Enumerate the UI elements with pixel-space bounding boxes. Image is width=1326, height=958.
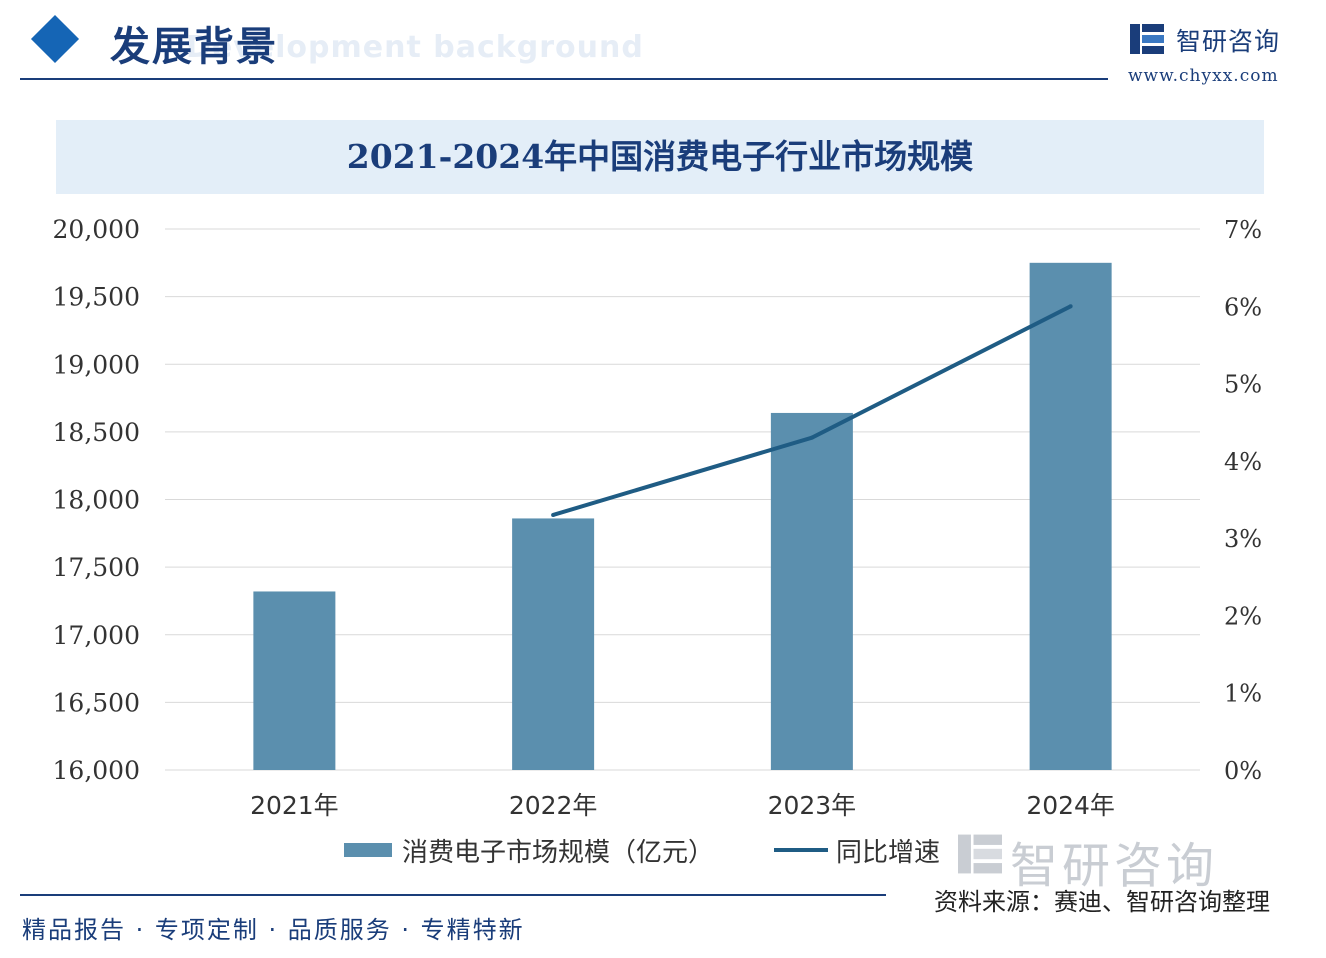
growth-point — [809, 435, 814, 440]
y-left-tick-label: 19,500 — [53, 283, 140, 312]
growth-point — [551, 512, 556, 517]
legend-line-label: 同比增速 — [836, 837, 941, 868]
y-right-tick-label: 5% — [1224, 371, 1262, 399]
logo-url: www.chyxx.com — [1128, 66, 1279, 86]
logo-text: 智研咨询 — [1176, 27, 1281, 56]
x-tick-label: 2024年 — [1026, 791, 1115, 820]
y-left-tick-label: 18,500 — [53, 418, 140, 447]
x-tick-label: 2021年 — [250, 791, 339, 820]
footer-divider — [20, 894, 886, 896]
y-right-tick-label: 1% — [1224, 680, 1262, 708]
y-right-tick-label: 4% — [1224, 448, 1262, 476]
y-right-tick-label: 2% — [1224, 602, 1262, 630]
legend-bar-swatch — [344, 843, 392, 857]
bar — [253, 591, 336, 770]
legend-bar-label: 消费电子市场规模（亿元） — [402, 837, 715, 868]
y-left-tick-label: 18,000 — [53, 486, 140, 515]
y-left-tick-label: 19,000 — [53, 350, 140, 379]
footer-slogan: 精品报告 · 专项定制 · 品质服务 · 专精特新 — [22, 916, 525, 944]
header-divider — [20, 78, 1108, 80]
y-left-tick-label: 17,000 — [53, 621, 140, 650]
y-left-tick-label: 16,000 — [53, 756, 140, 785]
y-right-tick-label: 7% — [1224, 216, 1262, 244]
watermark-brand: 智研咨询 — [1010, 838, 1219, 894]
y-left-tick-label: 20,000 — [53, 215, 140, 244]
header-subtitle: Development background — [186, 30, 644, 65]
y-right-tick-label: 6% — [1224, 293, 1262, 321]
growth-point — [1068, 304, 1073, 309]
y-left-tick-label: 17,500 — [53, 553, 140, 582]
header-title: 发展背景 — [110, 24, 278, 70]
y-right-tick-label: 0% — [1224, 757, 1262, 785]
source-note: 资料来源：赛迪、智研咨询整理 — [934, 888, 1270, 916]
chart-title-band — [56, 120, 1264, 194]
legend: 消费电子市场规模（亿元） 同比增速 — [344, 830, 940, 870]
x-tick-label: 2022年 — [509, 791, 598, 820]
bar — [512, 518, 595, 770]
watermark-logo-icon — [958, 834, 1002, 874]
bar — [770, 412, 853, 770]
y-left-tick-label: 16,500 — [53, 688, 140, 717]
bar — [1029, 262, 1112, 770]
logo-icon — [1130, 24, 1164, 54]
y-right-tick-label: 3% — [1224, 525, 1262, 553]
x-tick-label: 2023年 — [768, 791, 857, 820]
chart-title: 2021-2024年中国消费电子行业市场规模 — [346, 137, 974, 176]
legend-line-swatch — [774, 848, 829, 852]
